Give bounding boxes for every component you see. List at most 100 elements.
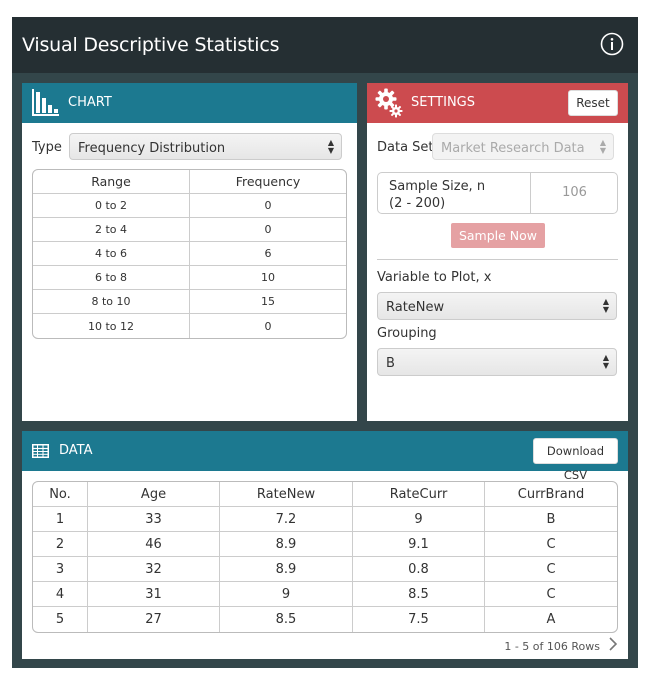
settings-panel: SETTINGS Reset Data Set Market Research … — [367, 83, 628, 421]
app-window: Visual Descriptive Statistics CHART Type… — [12, 17, 638, 668]
table-cell: 2 to 4 — [33, 218, 190, 242]
table-row: 8 to 10 15 — [33, 290, 346, 314]
pager-text: 1 - 5 of 106 Rows — [504, 640, 600, 653]
dataset-value: Market Research Data — [441, 141, 585, 156]
table-cell: 6 to 8 — [33, 266, 190, 290]
table-row: 6 to 8 10 — [33, 266, 346, 290]
table-cell: 1 — [33, 507, 88, 532]
table-cell: 8 to 10 — [33, 290, 190, 314]
table-cell: 2 — [33, 532, 88, 557]
table-cell: 15 — [190, 290, 346, 314]
table-header: CurrBrand — [485, 482, 617, 507]
table-cell: 3 — [33, 557, 88, 582]
frequency-table: Range Frequency 0 to 2 0 2 to 4 0 4 to 6… — [32, 169, 347, 339]
info-icon[interactable] — [600, 32, 624, 56]
chart-panel-header: CHART — [22, 83, 357, 123]
table-cell: 5 — [33, 607, 88, 632]
settings-panel-header: SETTINGS Reset — [367, 83, 628, 123]
table-row: 4 to 6 6 — [33, 242, 346, 266]
chart-type-select[interactable]: Frequency Distribution ▲ ▼ — [69, 133, 342, 160]
table-header: RateCurr — [353, 482, 485, 507]
select-arrows-icon: ▲ ▼ — [327, 138, 334, 155]
chevron-right-icon[interactable] — [608, 636, 618, 652]
table-cell: 0 — [190, 194, 346, 218]
table-row: 10 to 12 0 — [33, 314, 346, 338]
table-header: Range — [33, 170, 190, 194]
table-cell: 7.2 — [220, 507, 353, 532]
table-cell: 8.5 — [220, 607, 353, 632]
table-cell: 8.9 — [220, 532, 353, 557]
table-header: Age — [88, 482, 220, 507]
table-cell: A — [546, 612, 556, 627]
table-cell: 4 — [33, 582, 88, 607]
table-cell: 10 to 12 — [33, 314, 190, 338]
table-cell: 4 to 6 — [33, 242, 190, 266]
sample-size-label: Sample Size, n (2 - 200) — [389, 178, 529, 212]
table-cell: 0 — [264, 319, 272, 333]
table-cell: 9 — [353, 507, 485, 532]
table-row: 2 to 4 0 — [33, 218, 346, 242]
reset-button[interactable]: Reset — [568, 90, 618, 116]
select-arrows-icon: ▲ ▼ — [602, 353, 609, 370]
table-cell: 10 — [190, 266, 346, 290]
table-cell: 27 — [88, 607, 220, 632]
data-panel: DATA Download CSV No. Age RateNew RateCu… — [22, 431, 628, 659]
grouping-value: B — [386, 356, 395, 371]
chart-panel: CHART Type Frequency Distribution ▲ ▼ Ran… — [22, 83, 357, 421]
table-row: 3 32 8.9 0.8 C — [33, 557, 617, 582]
table-header: RateNew — [220, 482, 353, 507]
grouping-select[interactable]: B ▲ ▼ — [377, 348, 617, 376]
table-row: 0 to 2 0 — [33, 194, 346, 218]
table-header: Frequency — [190, 170, 346, 194]
table-cell: C — [485, 582, 617, 607]
sample-now-button[interactable]: Sample Now — [451, 223, 545, 248]
dataset-label: Data Set — [377, 140, 434, 155]
table-cell: 31 — [88, 582, 220, 607]
data-panel-header: DATA Download CSV — [22, 431, 628, 482]
variable-value: RateNew — [386, 300, 445, 315]
table-row: 5 27 8.5 7.5 A — [33, 607, 617, 632]
app-header: Visual Descriptive Statistics — [12, 17, 638, 73]
gears-icon — [375, 88, 403, 118]
table-cell: 0.8 — [353, 557, 485, 582]
table-row: 2 46 8.9 9.1 C — [33, 532, 617, 557]
table-cell: 7.5 — [353, 607, 485, 632]
table-cell: 33 — [88, 507, 220, 532]
select-arrows-icon: ▲ ▼ — [602, 297, 609, 314]
table-icon — [32, 444, 49, 458]
sample-size-range-text: (2 - 200) — [389, 196, 446, 211]
sample-size-input[interactable]: 106 — [530, 173, 618, 213]
table-header: No. — [33, 482, 88, 507]
table-cell: 9 — [220, 582, 353, 607]
table-cell: 46 — [88, 532, 220, 557]
table-cell: 8.5 — [353, 582, 485, 607]
sample-size-label-text: Sample Size, n — [389, 179, 486, 194]
table-cell: 0 to 2 — [33, 194, 190, 218]
variable-label: Variable to Plot, x — [377, 270, 492, 285]
dataset-select[interactable]: Market Research Data ▲ ▼ — [432, 133, 614, 160]
settings-panel-title: SETTINGS — [411, 95, 476, 110]
data-panel-title: DATA — [59, 443, 93, 458]
table-cell: 8.9 — [220, 557, 353, 582]
chart-type-value: Frequency Distribution — [78, 141, 226, 156]
download-csv-button[interactable]: Download CSV — [533, 438, 618, 482]
table-cell: 32 — [88, 557, 220, 582]
table-row: 1 33 7.2 9 B — [33, 507, 617, 532]
table-cell: C — [485, 557, 617, 582]
sample-size-group: Sample Size, n (2 - 200) 106 — [377, 172, 618, 214]
table-cell: B — [485, 507, 617, 532]
select-arrows-icon: ▲ ▼ — [599, 138, 606, 155]
type-label: Type — [32, 140, 62, 155]
data-table: No. Age RateNew RateCurr CurrBrand 1 33 … — [32, 481, 618, 633]
table-cell: 0 — [190, 218, 346, 242]
table-cell: 6 — [190, 242, 346, 266]
app-title: Visual Descriptive Statistics — [22, 34, 280, 56]
variable-select[interactable]: RateNew ▲ ▼ — [377, 292, 617, 320]
table-cell: C — [485, 532, 617, 557]
table-cell: 9.1 — [353, 532, 485, 557]
divider — [377, 259, 618, 260]
table-row: 4 31 9 8.5 C — [33, 582, 617, 607]
chart-panel-title: CHART — [68, 95, 112, 110]
bar-chart-icon — [32, 89, 59, 116]
grouping-label: Grouping — [377, 326, 437, 341]
